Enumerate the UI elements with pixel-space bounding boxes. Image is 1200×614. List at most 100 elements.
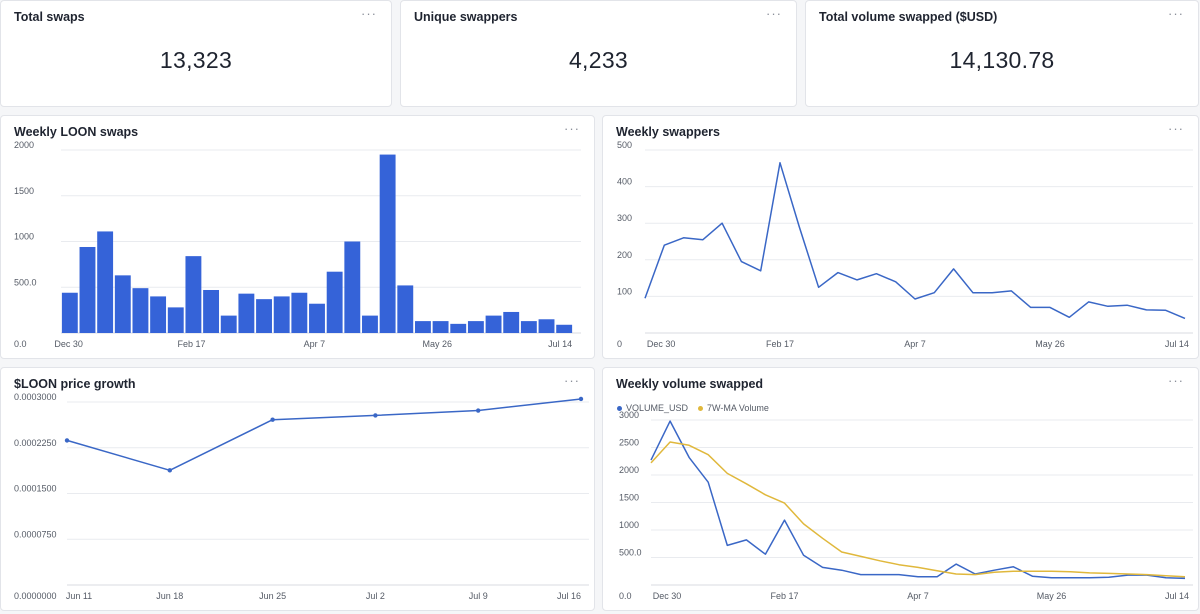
bar xyxy=(273,296,290,333)
x-tick-label: Feb 17 xyxy=(178,339,206,349)
data-point xyxy=(64,438,70,443)
card-title: Weekly volume swapped xyxy=(616,377,764,391)
x-tick-label: May 26 xyxy=(423,339,453,349)
bar xyxy=(344,241,361,333)
chart-legend: VOLUME_USD 7W-MA Volume xyxy=(617,403,769,413)
y-tick-label: 0.0000750 xyxy=(14,529,57,539)
data-point xyxy=(373,413,378,418)
legend-label: VOLUME_USD xyxy=(626,403,689,413)
bar xyxy=(362,315,378,333)
bar xyxy=(97,231,114,333)
series-line-primary xyxy=(66,398,582,472)
y-tick-label: 0.0002250 xyxy=(14,438,57,448)
bar xyxy=(326,271,343,333)
more-options-icon[interactable]: ··· xyxy=(564,121,580,136)
card-title: Weekly LOON swaps xyxy=(14,125,139,139)
kpi-value: 14,130.78 xyxy=(949,47,1055,73)
chart-svg: 0 100 200 300 400 500 Dec 30 Feb 17 Apr 7 May 26 J… xyxy=(617,140,1193,349)
kpi-value: 13,323 xyxy=(159,47,233,73)
y-tick-label: 500.0 xyxy=(619,548,642,558)
bar xyxy=(379,154,396,333)
bar xyxy=(132,288,149,333)
card-title: $LOON price growth xyxy=(14,377,136,391)
x-tick-label: Feb 17 xyxy=(766,339,794,349)
series-line-primary xyxy=(644,162,1186,320)
y-tick-label: 2000 xyxy=(619,465,639,475)
y-tick-label: 400 xyxy=(617,177,632,187)
x-tick-label: Dec 30 xyxy=(54,339,83,349)
bar xyxy=(397,285,414,333)
bar xyxy=(61,292,78,333)
bar xyxy=(203,289,220,333)
x-tick-label: Apr 7 xyxy=(304,339,326,349)
more-options-icon[interactable]: ··· xyxy=(766,6,782,21)
data-point xyxy=(476,408,481,413)
bar xyxy=(520,321,537,333)
x-tick-label: Feb 17 xyxy=(770,591,798,601)
y-tick-label: 0.0003000 xyxy=(14,392,57,402)
chart-svg: 0.0 500.0 1000 1500 2000 Dec 30 Feb 17 Apr 7 May… xyxy=(14,140,581,349)
x-tick-label: Jun 11 xyxy=(66,591,92,601)
bar xyxy=(79,246,96,333)
y-tick-label: 1000 xyxy=(619,520,639,530)
y-tick-label: 500.0 xyxy=(14,277,37,287)
y-tick-label: 1500 xyxy=(619,493,639,503)
bar xyxy=(185,256,202,333)
chart-card-weekly-volume-swapped: Weekly volume swapped ··· VOLUME_USD 7W-… xyxy=(602,367,1199,611)
chart-svg: 0.0000000 0.0000750 0.0001500 0.0002250 0.00… xyxy=(14,392,589,601)
y-tick-label: 0.0 xyxy=(14,339,27,349)
legend-label: 7W-MA Volume xyxy=(707,403,769,413)
chart-card-weekly-loon-swaps: Weekly LOON swaps ··· 0.0 500.0 1000 1500 20… xyxy=(0,115,595,359)
kpi-card-total-volume: Total volume swapped ($USD) ··· 14,130.7… xyxy=(805,0,1199,107)
bar xyxy=(467,321,484,333)
card-title: Unique swappers xyxy=(414,10,518,24)
y-tick-label: 2500 xyxy=(619,438,639,448)
more-options-icon[interactable]: ··· xyxy=(1168,6,1184,21)
chart-card-loon-price-growth: $LOON price growth ··· 0.0000000 0.000075… xyxy=(0,367,595,611)
bar xyxy=(503,311,520,333)
y-tick-label: 0.0 xyxy=(619,591,632,601)
data-point xyxy=(270,417,275,422)
kpi-value: 4,233 xyxy=(568,47,629,73)
bar xyxy=(291,292,308,333)
bar xyxy=(309,303,325,333)
chart-svg: 0.0 500.0 1000 1500 2000 2500 3000 Dec 30 Feb 17… xyxy=(619,410,1193,601)
x-tick-label: Jul 14 xyxy=(1165,591,1189,601)
x-tick-label: Jul 14 xyxy=(1165,339,1189,349)
legend-item[interactable]: 7W-MA Volume xyxy=(698,403,769,413)
y-tick-label: 1500 xyxy=(14,186,34,196)
bar xyxy=(450,323,467,333)
x-tick-label: Jul 9 xyxy=(469,591,488,601)
card-title: Total swaps xyxy=(14,10,85,24)
x-tick-label: May 26 xyxy=(1035,339,1065,349)
y-tick-label: 0.0001500 xyxy=(14,484,57,494)
x-tick-label: Jun 25 xyxy=(259,591,286,601)
kpi-card-unique-swappers: Unique swappers ··· 4,233 xyxy=(400,0,797,107)
bar xyxy=(256,299,272,333)
x-tick-label: Dec 30 xyxy=(647,339,676,349)
kpi-card-total-swaps: Total swaps ··· 13,323 xyxy=(0,0,392,107)
data-point xyxy=(578,396,584,402)
data-point xyxy=(167,468,172,473)
x-tick-label: Apr 7 xyxy=(907,591,929,601)
y-tick-label: 0.0000000 xyxy=(14,591,57,601)
card-title: Total volume swapped ($USD) xyxy=(819,10,998,24)
more-options-icon[interactable]: ··· xyxy=(1168,121,1184,136)
bar xyxy=(432,321,449,333)
more-options-icon[interactable]: ··· xyxy=(1168,373,1184,388)
bar xyxy=(485,315,502,333)
bar xyxy=(238,293,255,333)
x-tick-label: Jun 18 xyxy=(156,591,183,601)
y-tick-label: 100 xyxy=(617,286,632,296)
x-tick-label: May 26 xyxy=(1037,591,1067,601)
legend-dot-icon xyxy=(698,405,704,411)
more-options-icon[interactable]: ··· xyxy=(361,6,377,21)
card-title: Weekly swappers xyxy=(616,125,720,139)
x-tick-label: Jul 16 xyxy=(557,591,581,601)
legend-item[interactable]: VOLUME_USD xyxy=(617,403,688,413)
y-tick-label: 2000 xyxy=(14,140,34,150)
y-tick-label: 300 xyxy=(617,213,632,223)
more-options-icon[interactable]: ··· xyxy=(564,373,580,388)
legend-dot-icon xyxy=(617,405,622,411)
chart-card-weekly-swappers: Weekly swappers ··· 0 100 200 300 400 500 Dec … xyxy=(602,115,1199,359)
